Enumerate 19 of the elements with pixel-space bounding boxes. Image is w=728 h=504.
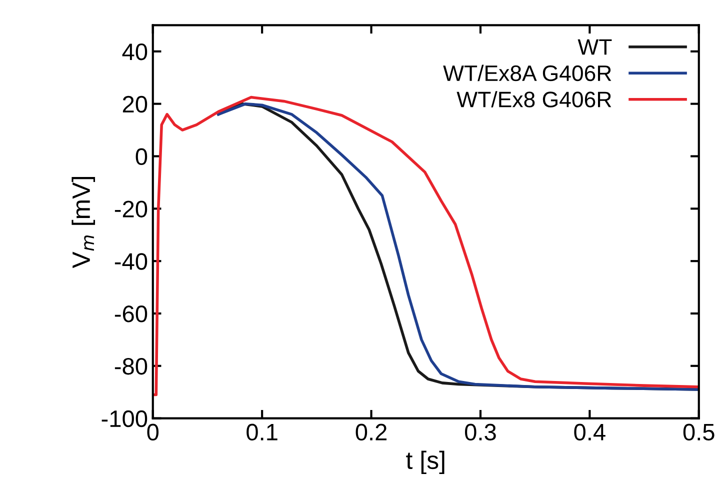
y-axis-title: V$_{m}$ [mV] — [72, 177, 96, 268]
x-tick-label: 0.2 — [356, 424, 387, 441]
legend-label: WT/Ex8 G406R — [456, 91, 612, 108]
y-tick-label: 20 — [122, 96, 148, 113]
x-axis-title: t [s] — [406, 450, 444, 474]
x-tick-label: 0.4 — [574, 424, 606, 441]
y-tick-label: 0 — [136, 148, 148, 166]
y-tick-label: -20 — [114, 200, 148, 218]
y-tick-label: 40 — [122, 43, 148, 60]
legend-label: WT/Ex8A G406R — [443, 64, 612, 82]
y-tick-label: -100 — [102, 410, 148, 428]
y-tick-label: -60 — [114, 306, 148, 322]
x-tick-label: 0.3 — [464, 424, 496, 441]
legend-label: WT — [578, 39, 612, 55]
x-tick-label: 0 — [147, 424, 159, 441]
x-tick-label: 0.5 — [683, 424, 714, 441]
y-tick-label: -80 — [114, 358, 148, 375]
y-tick-label: -40 — [114, 253, 148, 270]
x-tick-label: 0.1 — [246, 424, 278, 441]
